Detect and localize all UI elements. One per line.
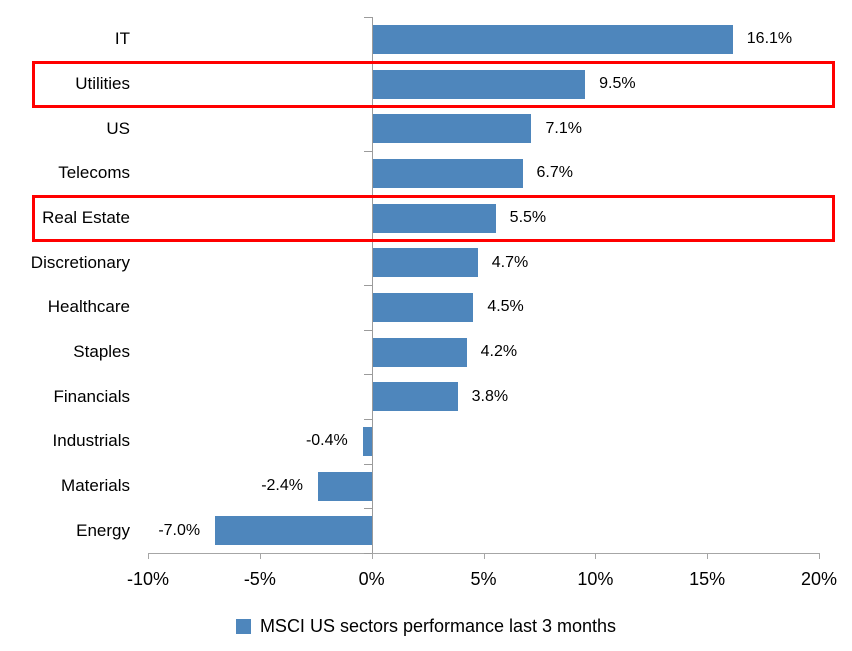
bar-materials <box>317 471 372 501</box>
y-tick-mark <box>363 151 372 152</box>
bar-discretionary <box>372 248 478 278</box>
x-tick-label-15%: 15% <box>689 569 726 589</box>
bar-telecoms <box>372 158 523 188</box>
bar-energy <box>215 516 372 546</box>
x-tick-label-5%: 5% <box>470 569 497 589</box>
value-label-telecoms: 6.7% <box>536 164 573 182</box>
category-label-financials: Financials <box>53 386 130 406</box>
category-label-it: IT <box>114 29 130 49</box>
x-tick-mark-10% <box>595 553 597 559</box>
bar-financials <box>372 382 458 412</box>
highlight-box-utilities <box>32 60 835 108</box>
value-label-us: 7.1% <box>545 119 582 137</box>
y-tick-mark <box>363 17 372 18</box>
value-label-energy: -7.0% <box>158 521 201 539</box>
x-tick-label--10%: -10% <box>126 569 170 589</box>
bar-us <box>372 114 532 144</box>
category-label-utilities: Utilities <box>75 74 130 93</box>
bar-it <box>372 24 733 54</box>
category-label-telecoms: Telecoms <box>58 163 130 183</box>
y-tick-mark <box>363 553 372 554</box>
y-tick-mark <box>363 419 372 420</box>
value-label-utilities: 9.5% <box>599 75 636 92</box>
x-tick-label-20%: 20% <box>800 569 838 589</box>
x-tick-mark-20% <box>819 553 820 559</box>
bar-industrials <box>362 426 372 456</box>
x-tick-mark-0% <box>371 553 373 559</box>
x-tick-mark--10% <box>148 553 149 559</box>
bar-staples <box>372 337 467 367</box>
x-tick-label-10%: 10% <box>577 569 614 589</box>
value-label-real-estate: 5.5% <box>509 209 547 226</box>
x-tick-mark-5% <box>483 553 485 559</box>
y-tick-mark <box>363 508 372 510</box>
value-label-materials: -2.4% <box>261 477 303 494</box>
category-label-energy: Energy <box>76 520 130 540</box>
zero-axis-line <box>371 17 373 553</box>
category-label-us: US <box>106 118 130 138</box>
bar-real-estate <box>372 203 496 233</box>
legend-swatch-icon <box>235 618 251 634</box>
category-label-staples: Staples <box>73 342 130 361</box>
legend: MSCI US sectors performance last 3 month… <box>0 613 852 639</box>
x-tick-mark--5% <box>259 553 261 559</box>
value-label-it: 16.1% <box>746 30 793 48</box>
category-label-real-estate: Real Estate <box>42 208 130 227</box>
category-label-industrials: Industrials <box>52 431 130 451</box>
value-label-financials: 3.8% <box>471 387 509 405</box>
value-label-healthcare: 4.5% <box>487 298 524 316</box>
category-label-discretionary: Discretionary <box>30 252 130 272</box>
y-tick-mark <box>363 285 372 286</box>
bar-utilities <box>372 69 586 99</box>
value-label-staples: 4.2% <box>480 343 518 360</box>
category-label-healthcare: Healthcare <box>47 297 130 317</box>
x-tick-mark-15% <box>707 553 709 559</box>
y-tick-mark <box>363 374 372 376</box>
y-tick-mark <box>363 463 372 465</box>
category-label-materials: Materials <box>61 476 130 495</box>
legend-label: MSCI US sectors performance last 3 month… <box>259 615 617 636</box>
highlight-box-real-estate <box>32 194 835 242</box>
x-tick-label-0%: 0% <box>358 569 385 589</box>
value-label-discretionary: 4.7% <box>491 253 529 271</box>
x-tick-label--5%: -5% <box>243 569 276 589</box>
y-tick-mark <box>363 329 372 331</box>
bar-healthcare <box>372 292 474 322</box>
value-label-industrials: -0.4% <box>305 432 348 450</box>
